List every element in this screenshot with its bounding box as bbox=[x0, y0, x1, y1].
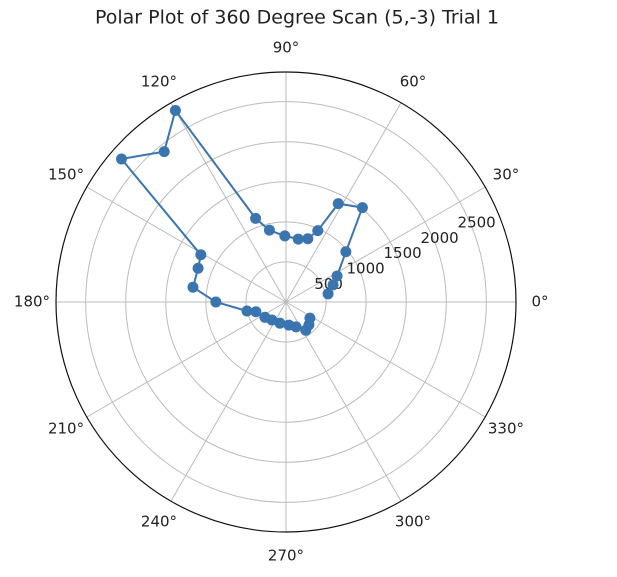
grid-ring bbox=[245, 261, 327, 343]
theta-tick-label: 180° bbox=[14, 293, 50, 311]
data-point bbox=[304, 312, 316, 324]
theta-tick-label: 60° bbox=[400, 73, 427, 91]
grid-spoke bbox=[285, 186, 486, 303]
theta-tick-label: 270° bbox=[268, 547, 304, 565]
data-point bbox=[356, 202, 368, 214]
grid-spoke bbox=[86, 301, 287, 418]
data-point bbox=[292, 233, 304, 245]
data-point bbox=[279, 230, 291, 242]
data-point bbox=[312, 225, 324, 237]
theta-tick-label: 120° bbox=[141, 73, 177, 91]
r-tick-label: 1500 bbox=[384, 244, 422, 262]
grid-spoke bbox=[170, 102, 287, 303]
grid-ring bbox=[205, 221, 367, 383]
grid-ring bbox=[125, 141, 447, 463]
r-tick-label: 1000 bbox=[346, 260, 384, 278]
data-point bbox=[274, 317, 286, 329]
theta-tick-label: 210° bbox=[48, 420, 84, 438]
data-point bbox=[187, 281, 199, 293]
data-point bbox=[332, 198, 344, 210]
plot-frame bbox=[55, 71, 517, 533]
chart-title: Polar Plot of 360 Degree Scan (5,-3) Tri… bbox=[95, 7, 499, 29]
data-point bbox=[327, 279, 339, 291]
r-tick-label: 2000 bbox=[421, 229, 459, 247]
data-point bbox=[302, 233, 314, 245]
data-point bbox=[158, 146, 170, 158]
data-point bbox=[241, 305, 253, 317]
theta-tick-label: 0° bbox=[531, 293, 548, 311]
theta-tick-label: 300° bbox=[395, 512, 431, 530]
grid-spoke bbox=[285, 301, 486, 418]
grid-ring bbox=[165, 181, 407, 423]
theta-tick-label: 330° bbox=[488, 420, 524, 438]
data-point bbox=[263, 224, 275, 236]
data-point bbox=[169, 104, 181, 116]
grid-spoke bbox=[86, 186, 287, 303]
grid-spoke bbox=[170, 301, 287, 502]
data-point bbox=[210, 296, 222, 308]
data-point bbox=[322, 288, 334, 300]
data-point bbox=[331, 270, 343, 282]
theta-tick-label: 240° bbox=[141, 512, 177, 530]
data-point bbox=[290, 321, 302, 333]
r-tick-label: 2500 bbox=[458, 214, 496, 232]
theta-tick-label: 30° bbox=[493, 166, 520, 184]
data-point bbox=[115, 153, 127, 165]
data-point bbox=[340, 246, 352, 258]
data-point bbox=[192, 262, 204, 274]
data-point bbox=[195, 249, 207, 261]
data-point bbox=[250, 306, 262, 318]
theta-tick-label: 150° bbox=[48, 166, 84, 184]
data-point bbox=[250, 212, 262, 224]
theta-tick-label: 90° bbox=[273, 39, 300, 57]
grid-ring bbox=[85, 101, 487, 503]
